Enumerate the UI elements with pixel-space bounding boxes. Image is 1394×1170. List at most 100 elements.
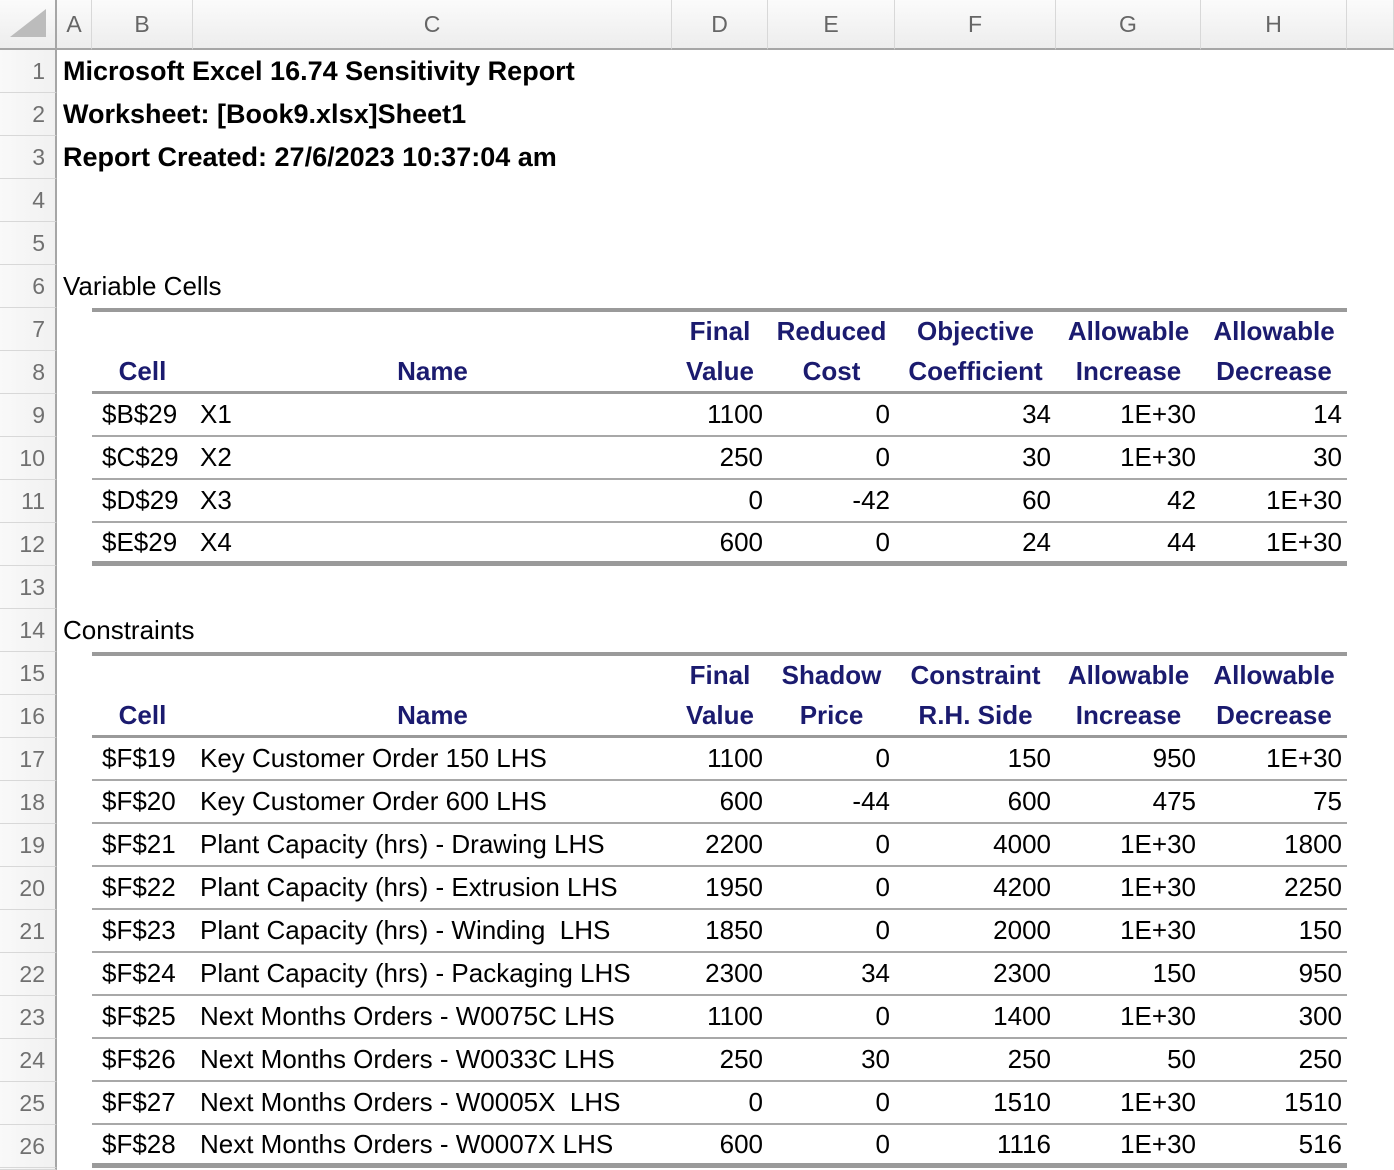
cell-ref[interactable]: $B$29 [102, 399, 178, 429]
constraint-name[interactable]: Next Months Orders - W0007X LHS [200, 1128, 614, 1159]
constraint-name[interactable]: Plant Capacity (hrs) - Extrusion LHS [200, 872, 618, 902]
objective-coefficient[interactable]: 24 [1022, 526, 1051, 557]
constraint-name[interactable]: Next Months Orders - W0005X LHS [200, 1087, 621, 1117]
allowable-increase[interactable]: 1E+30 [1120, 915, 1196, 945]
row-header-8[interactable]: 8 [0, 351, 57, 394]
header-final[interactable]: Final [689, 316, 751, 346]
shadow-price[interactable]: 0 [875, 1087, 890, 1117]
cell-ref[interactable]: $F$24 [102, 958, 176, 988]
final-value[interactable]: 1850 [705, 915, 763, 945]
allowable-increase[interactable]: 1E+30 [1120, 1087, 1196, 1117]
header-allowable-inc[interactable]: Allowable [1067, 660, 1190, 690]
row-header-20[interactable]: 20 [0, 867, 57, 910]
row-header-10[interactable]: 10 [0, 437, 57, 480]
allowable-increase[interactable]: 1E+30 [1120, 872, 1196, 902]
allowable-decrease[interactable]: 2250 [1284, 872, 1342, 902]
shadow-price[interactable]: 0 [875, 872, 890, 902]
variable-name[interactable]: X1 [200, 399, 232, 429]
shadow-price[interactable]: 0 [875, 915, 890, 945]
header-final[interactable]: Final [689, 660, 751, 690]
column-header-partial[interactable] [1347, 0, 1394, 50]
final-value[interactable]: 1100 [707, 743, 763, 773]
constraint-name[interactable]: Key Customer Order 150 LHS [200, 743, 547, 773]
shadow-price[interactable]: 0 [875, 743, 890, 773]
allowable-decrease[interactable]: 1E+30 [1266, 485, 1342, 515]
select-all-corner[interactable] [0, 0, 57, 50]
row-header-26[interactable]: 26 [0, 1125, 57, 1168]
cell-ref[interactable]: $F$19 [102, 743, 176, 773]
header-price[interactable]: Price [799, 699, 864, 730]
constraint-rhs[interactable]: 4200 [993, 872, 1051, 902]
final-value[interactable]: 600 [719, 1128, 763, 1159]
row-header-17[interactable]: 17 [0, 738, 57, 781]
allowable-increase[interactable]: 44 [1167, 526, 1196, 557]
objective-coefficient[interactable]: 34 [1022, 399, 1051, 429]
constraint-rhs[interactable]: 250 [1007, 1044, 1051, 1074]
allowable-decrease[interactable]: 1E+30 [1266, 526, 1342, 557]
row-header-21[interactable]: 21 [0, 910, 57, 953]
final-value[interactable]: 1100 [707, 1001, 763, 1031]
header-constraint[interactable]: Constraint [910, 660, 1041, 690]
header-allowable-dec[interactable]: Allowable [1213, 316, 1335, 346]
header-rhs[interactable]: R.H. Side [918, 699, 1033, 730]
constraint-rhs[interactable]: 1400 [993, 1001, 1051, 1031]
final-value[interactable]: 600 [719, 526, 763, 557]
allowable-decrease[interactable]: 75 [1313, 786, 1342, 816]
variable-cells-section-label[interactable]: Variable Cells [63, 271, 222, 301]
shadow-price[interactable]: 34 [861, 958, 890, 988]
cell-ref[interactable]: $F$26 [102, 1044, 176, 1074]
row-header-12[interactable]: 12 [0, 523, 57, 566]
allowable-decrease[interactable]: 300 [1298, 1001, 1342, 1031]
row-header-22[interactable]: 22 [0, 953, 57, 996]
header-increase[interactable]: Increase [1075, 355, 1182, 386]
objective-coefficient[interactable]: 60 [1022, 485, 1051, 515]
constraints-section-label[interactable]: Constraints [63, 615, 195, 645]
allowable-decrease[interactable]: 250 [1298, 1044, 1342, 1074]
report-title[interactable]: Microsoft Excel 16.74 Sensitivity Report [63, 56, 575, 86]
report-created-label[interactable]: Report Created: 27/6/2023 10:37:04 am [63, 142, 557, 172]
cell-ref[interactable]: $D$29 [102, 485, 179, 515]
variable-name[interactable]: X2 [200, 442, 232, 472]
variable-name[interactable]: X4 [200, 526, 232, 557]
header-shadow[interactable]: Shadow [781, 660, 882, 690]
allowable-decrease[interactable]: 950 [1298, 958, 1342, 988]
allowable-decrease[interactable]: 1800 [1284, 829, 1342, 859]
row-header-18[interactable]: 18 [0, 781, 57, 824]
shadow-price[interactable]: -44 [852, 786, 890, 816]
row-header-25[interactable]: 25 [0, 1082, 57, 1125]
header-reduced[interactable]: Reduced [776, 316, 887, 346]
header-objective[interactable]: Objective [916, 316, 1035, 346]
final-value[interactable]: 2200 [705, 829, 763, 859]
allowable-increase[interactable]: 950 [1152, 743, 1196, 773]
allowable-decrease[interactable]: 1E+30 [1266, 743, 1342, 773]
row-header-9[interactable]: 9 [0, 394, 57, 437]
shadow-price[interactable]: 0 [875, 1128, 890, 1159]
allowable-increase[interactable]: 150 [1152, 958, 1196, 988]
column-header-e[interactable]: E [768, 0, 895, 50]
header-cell[interactable]: Cell [118, 355, 167, 386]
row-header-1[interactable]: 1 [0, 50, 57, 93]
constraint-rhs[interactable]: 1116 [997, 1128, 1051, 1159]
cell-ref[interactable]: $F$28 [102, 1128, 176, 1159]
cell-ref[interactable]: $F$22 [102, 872, 176, 902]
final-value[interactable]: 0 [748, 485, 763, 515]
row-header-14[interactable]: 14 [0, 609, 57, 652]
cell-ref[interactable]: $F$21 [102, 829, 176, 859]
header-decrease[interactable]: Decrease [1216, 355, 1332, 386]
allowable-increase[interactable]: 1E+30 [1120, 442, 1196, 472]
reduced-cost[interactable]: 0 [875, 442, 890, 472]
row-header-6[interactable]: 6 [0, 265, 57, 308]
shadow-price[interactable]: 0 [875, 1001, 890, 1031]
final-value[interactable]: 0 [748, 1087, 763, 1117]
constraint-rhs[interactable]: 2000 [993, 915, 1051, 945]
header-allowable-dec[interactable]: Allowable [1213, 660, 1335, 690]
column-header-f[interactable]: F [895, 0, 1056, 50]
allowable-increase[interactable]: 42 [1167, 485, 1196, 515]
reduced-cost[interactable]: 0 [875, 399, 890, 429]
variable-name[interactable]: X3 [200, 485, 232, 515]
header-coefficient[interactable]: Coefficient [908, 355, 1043, 386]
cell-ref[interactable]: $F$20 [102, 786, 176, 816]
allowable-increase[interactable]: 1E+30 [1120, 399, 1196, 429]
header-name[interactable]: Name [397, 699, 468, 730]
column-header-a[interactable]: A [57, 0, 92, 50]
